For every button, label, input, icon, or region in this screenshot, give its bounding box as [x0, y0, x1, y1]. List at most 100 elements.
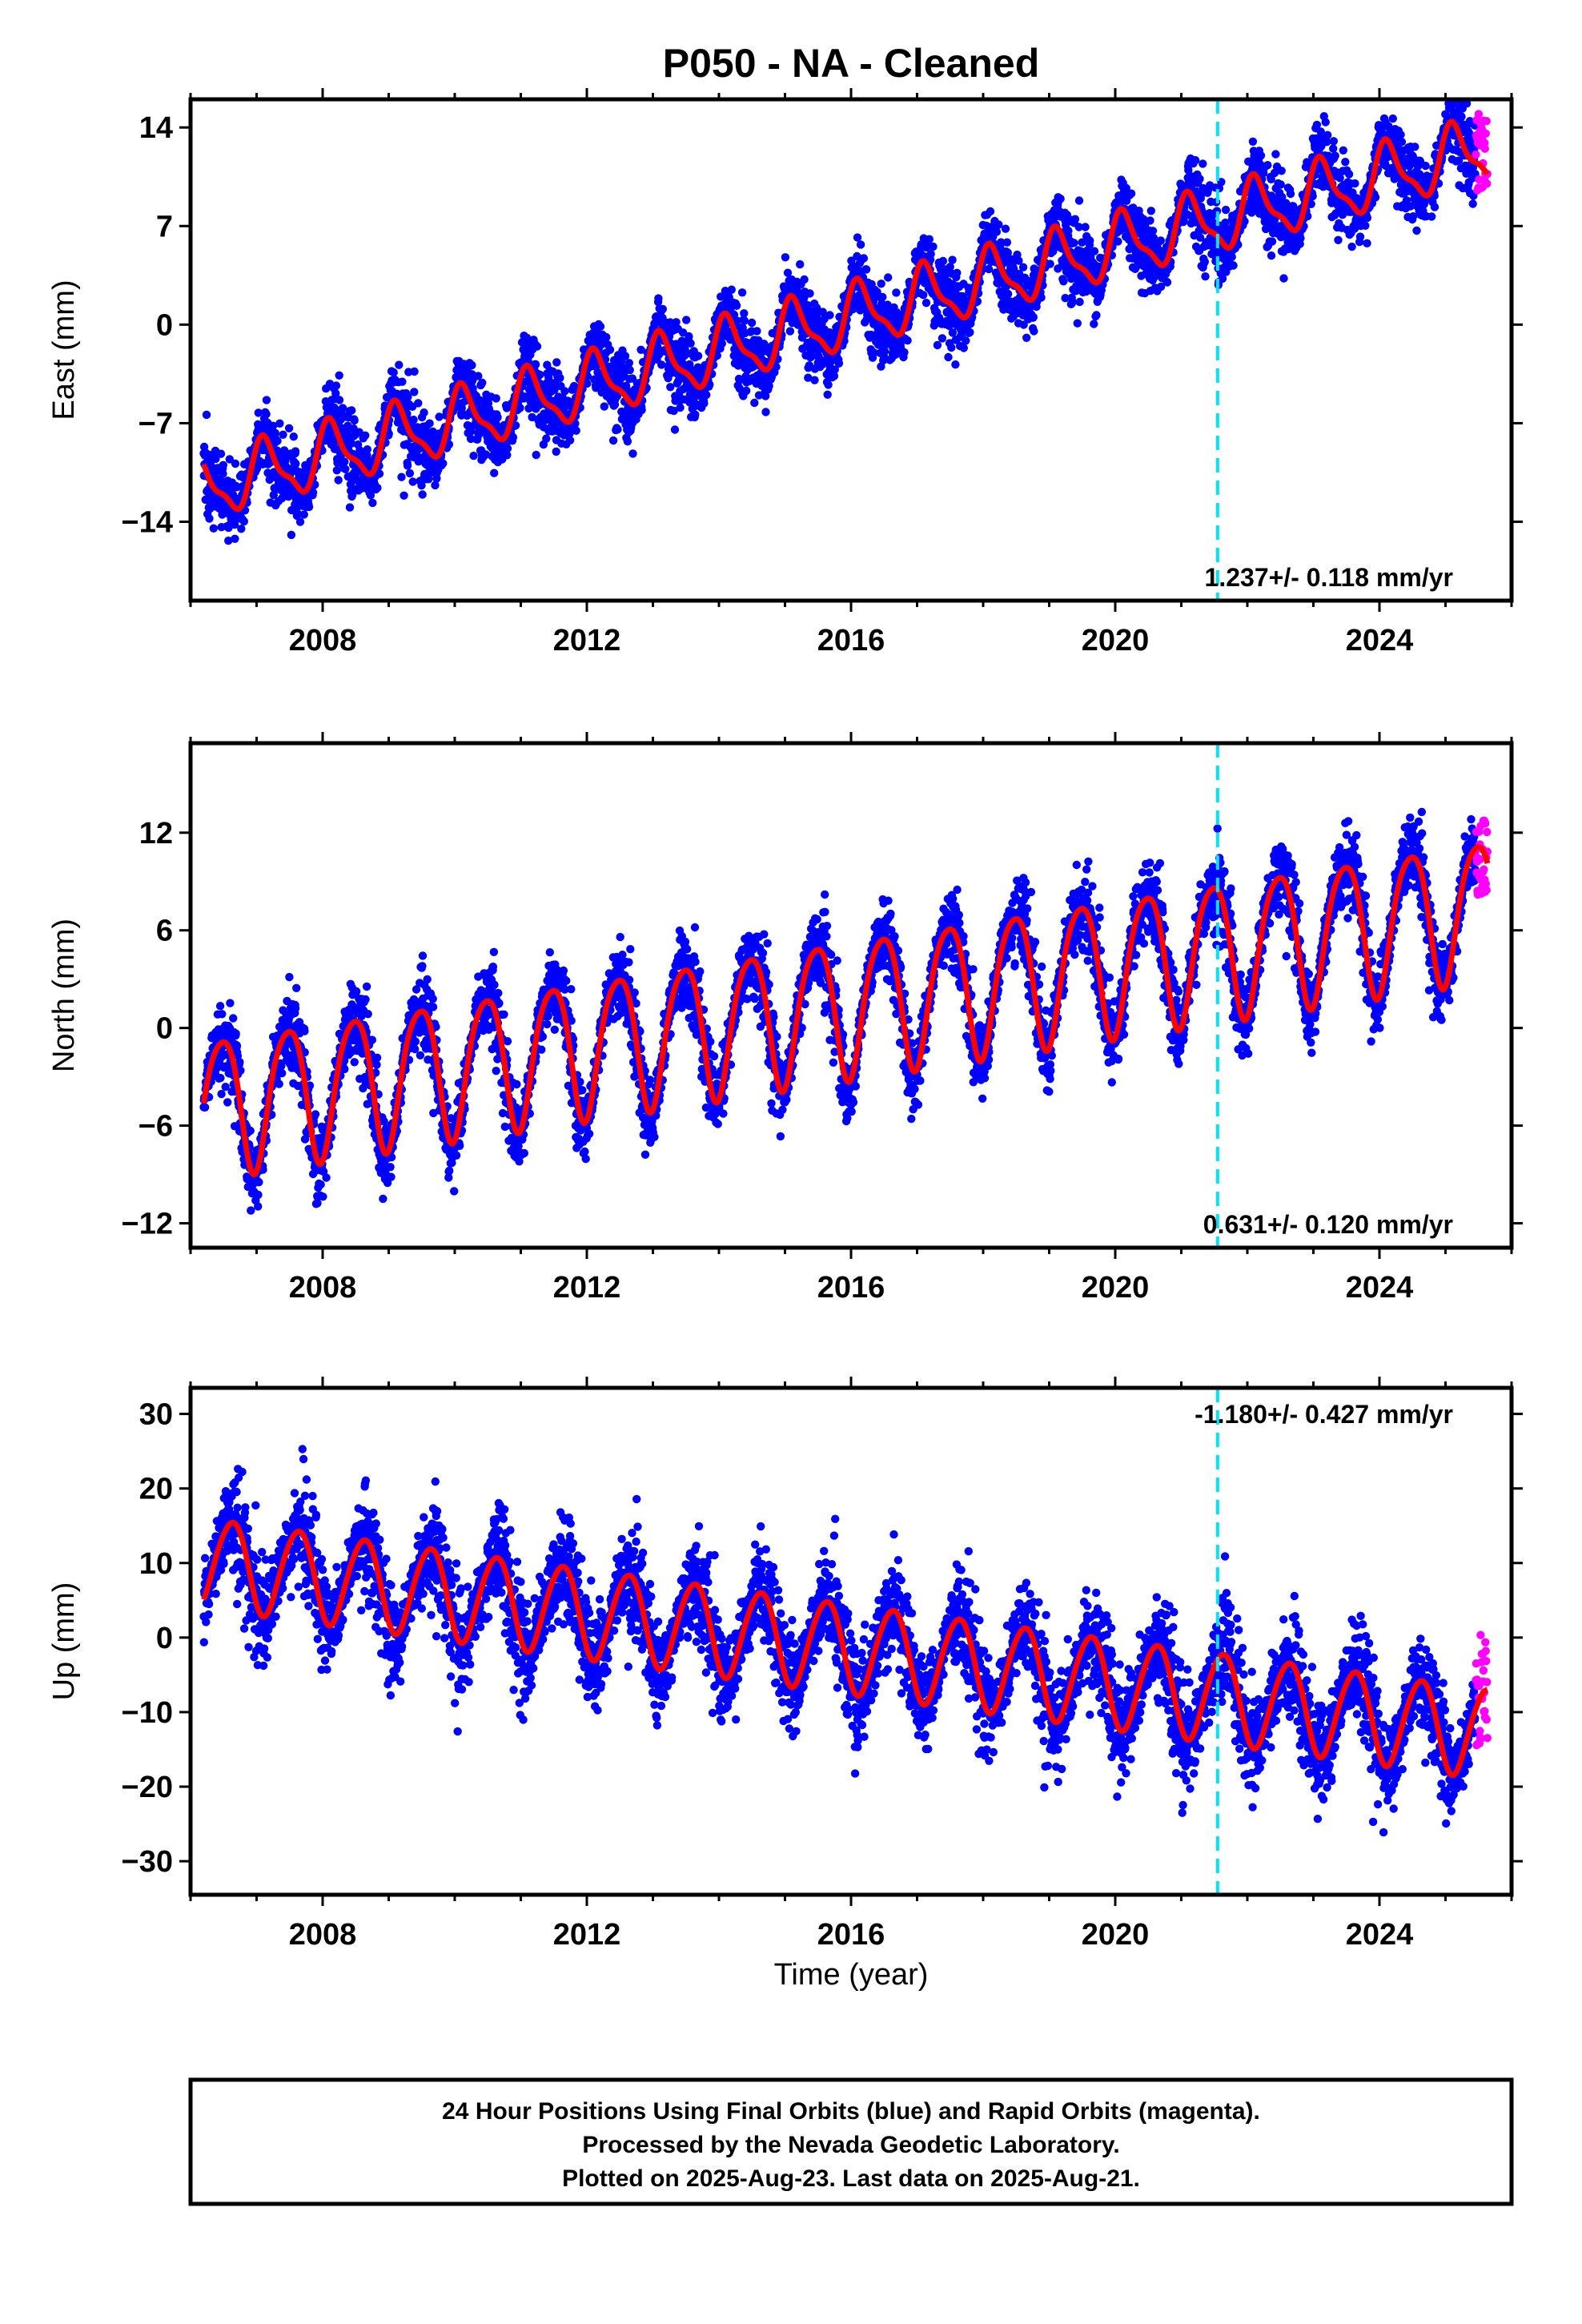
- east-final-point: [1334, 235, 1343, 244]
- east-final-point: [1271, 150, 1280, 159]
- east-final-point: [335, 371, 343, 380]
- east-final-point: [929, 242, 938, 251]
- east-final-point: [628, 449, 637, 458]
- east-final-point: [1229, 261, 1238, 270]
- east-final-point: [602, 332, 611, 342]
- east-final-point: [1296, 234, 1305, 243]
- east-final-point: [398, 377, 407, 386]
- east-final-point: [1388, 114, 1398, 123]
- east-final-point: [900, 348, 909, 357]
- east-final-point: [1070, 239, 1078, 247]
- east-final-point: [693, 352, 703, 360]
- east-final-point: [1056, 195, 1065, 203]
- east-final-point: [409, 416, 418, 424]
- east-final-point: [947, 343, 956, 352]
- east-final-point: [1457, 112, 1466, 121]
- east-final-point: [1321, 118, 1330, 127]
- east-final-point: [211, 454, 220, 464]
- east-final-point: [299, 510, 308, 519]
- east-final-point: [966, 328, 974, 337]
- east-final-point: [1037, 293, 1046, 302]
- east-final-point: [400, 491, 408, 500]
- east-final-point: [410, 388, 419, 396]
- east-final-point: [657, 360, 666, 369]
- east-final-point: [944, 352, 953, 362]
- east-final-point: [1126, 189, 1136, 198]
- east-final-point: [1277, 167, 1286, 175]
- east-final-point: [682, 316, 691, 324]
- east-final-point: [796, 259, 805, 269]
- east-final-point: [565, 436, 575, 444]
- east-final-point: [892, 288, 901, 297]
- east-final-point: [1397, 138, 1407, 147]
- east-final-point: [405, 468, 415, 478]
- east-final-point: [824, 380, 833, 389]
- east-final-point: [884, 273, 893, 282]
- east-final-point: [239, 517, 248, 526]
- east-final-point: [397, 472, 406, 481]
- east-final-point: [1081, 223, 1090, 231]
- east-final-point: [345, 503, 355, 512]
- east-final-point: [468, 360, 476, 370]
- east-final-point: [420, 408, 428, 417]
- east-final-point: [1267, 237, 1277, 246]
- east-final-point: [1001, 224, 1010, 233]
- east-final-point: [1323, 131, 1332, 139]
- east-final-point: [1090, 320, 1098, 328]
- east-final-point: [230, 520, 239, 529]
- east-final-point: [1263, 161, 1272, 170]
- east-final-point: [279, 430, 287, 439]
- east-final-point: [742, 386, 751, 396]
- east-final-point: [926, 250, 935, 259]
- east-final-point: [623, 437, 632, 446]
- east-final-point: [508, 432, 518, 442]
- east-final-point: [262, 409, 271, 419]
- east-final-point: [925, 235, 934, 243]
- east-final-point: [408, 477, 417, 486]
- east-final-point: [702, 390, 711, 400]
- east-final-point: [1030, 327, 1038, 336]
- east-final-point: [1329, 144, 1338, 153]
- east-final-point: [933, 340, 942, 350]
- east-final-point: [938, 256, 948, 266]
- east-final-point: [737, 288, 747, 297]
- east-final-point: [740, 316, 749, 325]
- east-final-point: [202, 410, 211, 420]
- east-final-point: [1074, 196, 1084, 205]
- east-final-point: [1073, 319, 1082, 328]
- east-final-point: [414, 399, 423, 408]
- east-final-point: [1199, 159, 1207, 168]
- east-final-point: [350, 416, 359, 425]
- east-final-point: [304, 502, 314, 512]
- east-final-point: [1146, 207, 1156, 215]
- east-final-point: [1002, 238, 1012, 247]
- east-final-point: [1276, 180, 1285, 189]
- east-final-point: [493, 413, 502, 422]
- east-final-point: [1090, 247, 1099, 255]
- east-final-point: [686, 339, 695, 348]
- east-final-point: [1003, 289, 1013, 299]
- east-final-point: [403, 461, 412, 470]
- east-final-point: [1092, 311, 1101, 320]
- east-final-point: [834, 359, 844, 368]
- east-final-point: [552, 358, 561, 367]
- east-final-point: [1195, 175, 1204, 183]
- east-final-point: [877, 279, 885, 288]
- east-final-point: [810, 376, 819, 384]
- east-final-point: [224, 537, 233, 545]
- east-final-point: [938, 334, 947, 343]
- east-final-point: [373, 484, 382, 493]
- east-final-point: [1248, 137, 1258, 146]
- east-final-point: [275, 419, 284, 428]
- east-final-point: [291, 447, 300, 456]
- east-final-point: [717, 339, 726, 348]
- east-final-point: [334, 476, 343, 485]
- east-final-point: [921, 299, 931, 308]
- east-final-point: [951, 360, 960, 369]
- east-final-point: [1267, 251, 1276, 260]
- east-final-point: [1421, 161, 1430, 171]
- east-final-point: [605, 345, 615, 354]
- east-final-point: [289, 432, 298, 441]
- east-final-point: [331, 381, 341, 390]
